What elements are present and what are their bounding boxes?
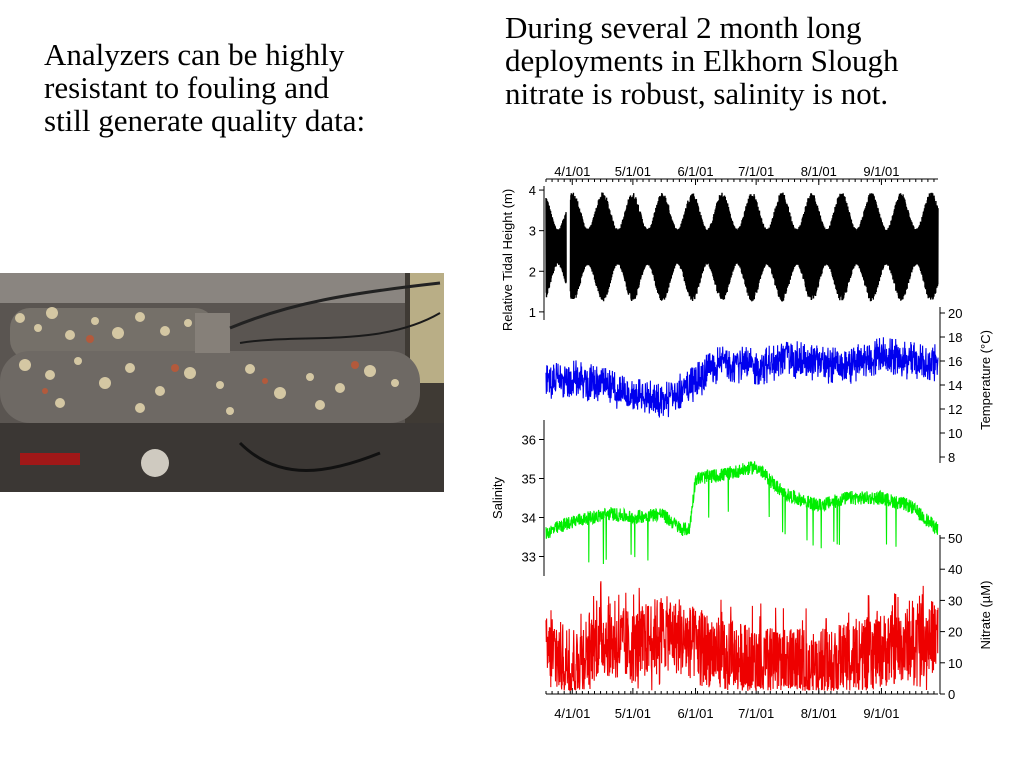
y-tick-label: 14 [948, 378, 962, 393]
y-tick-label: 16 [948, 354, 962, 369]
y-tick-label: 30 [948, 593, 962, 608]
y-tick-label: 20 [948, 306, 962, 321]
series-line-relative-tidal-height-m-1 [569, 192, 939, 302]
y-tick-label: 33 [522, 550, 536, 565]
y-axis-title: Relative Tidal Height (m) [500, 189, 515, 331]
x-tick-label: 5/1/01 [615, 706, 651, 721]
y-tick-label: 36 [522, 433, 536, 448]
y-tick-label: 12 [948, 402, 962, 417]
y-tick-label: 2 [529, 264, 536, 279]
x-tick-label: 8/1/01 [801, 164, 837, 179]
y-tick-label: 4 [529, 183, 536, 198]
x-tick-label: 7/1/01 [738, 164, 774, 179]
series-line-nitrate-m [545, 581, 939, 691]
y-axis-title: Temperature (°C) [978, 330, 993, 430]
y-tick-label: 18 [948, 330, 962, 345]
series-line-salinity [545, 461, 939, 565]
y-tick-label: 10 [948, 656, 962, 671]
x-tick-label: 9/1/01 [863, 164, 899, 179]
series-line-temperature-c [545, 337, 939, 418]
left-caption: Analyzers can be highly resistant to fou… [44, 37, 366, 138]
y-axis-title: Salinity [490, 477, 505, 519]
x-tick-label: 4/1/01 [554, 164, 590, 179]
x-tick-label: 4/1/01 [554, 706, 590, 721]
y-tick-label: 20 [948, 625, 962, 640]
y-tick-label: 50 [948, 531, 962, 546]
y-tick-label: 34 [522, 511, 536, 526]
y-axis-title: Nitrate (µM) [978, 581, 993, 650]
y-tick-label: 3 [529, 224, 536, 239]
y-tick-label: 35 [522, 472, 536, 487]
x-tick-label: 9/1/01 [863, 706, 899, 721]
top-caption: During several 2 month long deployments … [505, 10, 899, 111]
fouled-analyzer-photo [0, 273, 444, 492]
x-tick-label: 7/1/01 [738, 706, 774, 721]
y-tick-label: 40 [948, 562, 962, 577]
y-tick-label: 0 [948, 687, 955, 702]
y-tick-label: 8 [948, 450, 955, 465]
x-tick-label: 6/1/01 [677, 706, 713, 721]
x-tick-label: 5/1/01 [615, 164, 651, 179]
series-line-relative-tidal-height-m [545, 197, 567, 298]
x-tick-label: 8/1/01 [801, 706, 837, 721]
y-tick-label: 10 [948, 426, 962, 441]
x-tick-label: 6/1/01 [677, 164, 713, 179]
y-tick-label: 1 [529, 305, 536, 320]
